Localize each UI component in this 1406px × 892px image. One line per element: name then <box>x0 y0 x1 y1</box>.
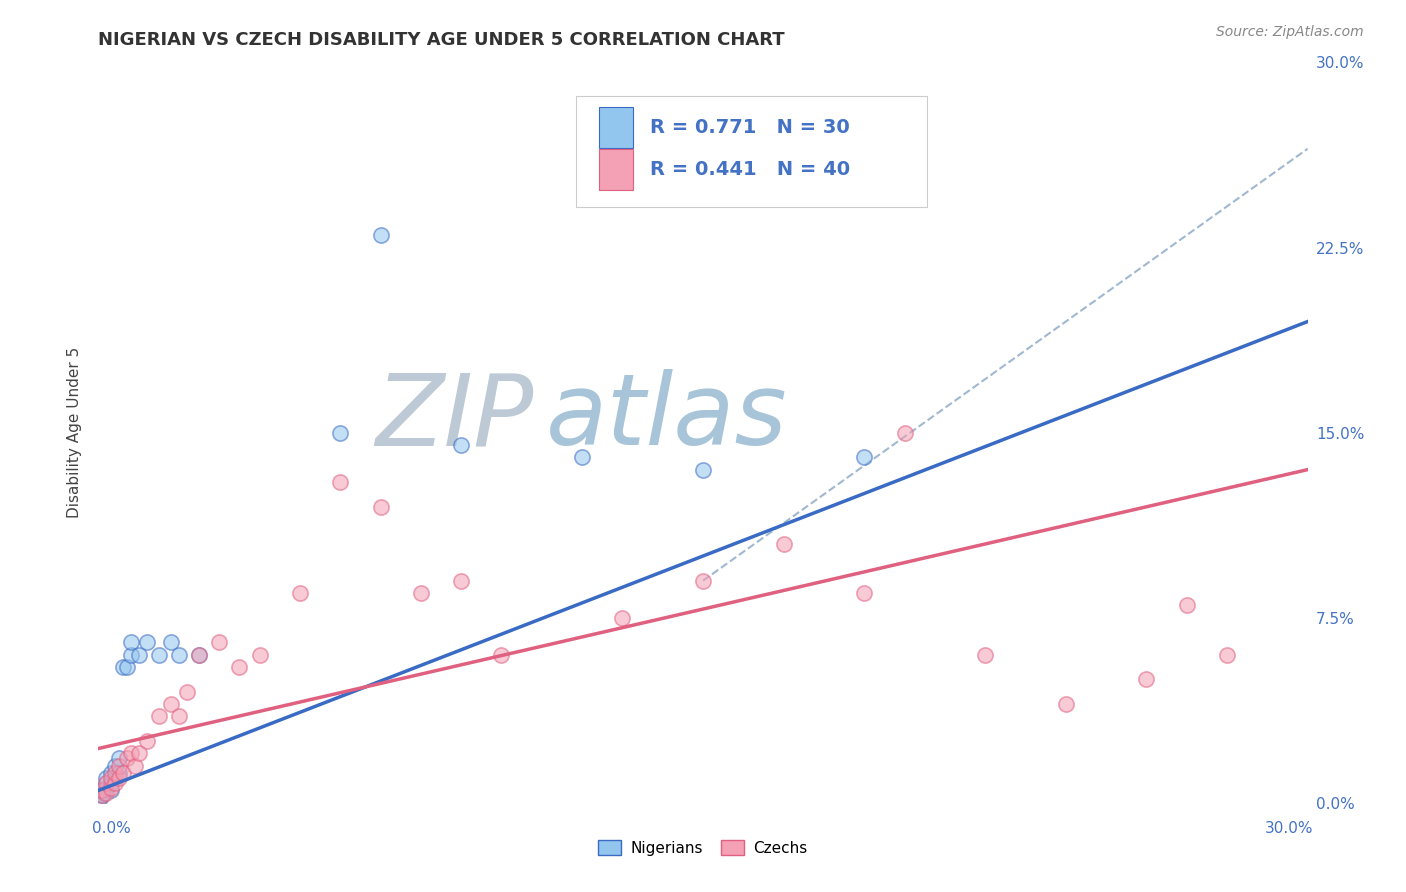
Point <box>612 610 634 624</box>
Point <box>160 697 183 711</box>
Point <box>571 450 593 465</box>
Point <box>100 766 122 780</box>
Point <box>188 648 211 662</box>
Point <box>135 734 157 748</box>
Point <box>288 586 311 600</box>
FancyBboxPatch shape <box>599 107 633 147</box>
Point <box>120 635 142 649</box>
Point <box>176 685 198 699</box>
Point <box>100 776 122 790</box>
Text: 30.0%: 30.0% <box>1265 822 1313 837</box>
Text: Source: ZipAtlas.com: Source: ZipAtlas.com <box>1216 25 1364 39</box>
Point <box>692 462 714 476</box>
Point <box>370 500 392 514</box>
Point <box>100 780 122 795</box>
Point <box>107 758 129 772</box>
Point <box>103 766 125 780</box>
Point <box>167 648 190 662</box>
Point <box>893 425 915 440</box>
Point <box>115 660 138 674</box>
Point <box>107 751 129 765</box>
Point <box>100 771 122 785</box>
Point <box>100 783 122 797</box>
Point <box>103 771 125 785</box>
Point <box>167 709 190 723</box>
Text: atlas: atlas <box>546 369 787 467</box>
Point <box>974 648 997 662</box>
Point <box>450 438 472 452</box>
Point <box>160 635 183 649</box>
Point <box>853 586 876 600</box>
Point <box>120 648 142 662</box>
Text: R = 0.771   N = 30: R = 0.771 N = 30 <box>650 118 849 137</box>
Text: ZIP: ZIP <box>375 369 534 467</box>
Point <box>135 635 157 649</box>
Point <box>96 786 118 800</box>
Point <box>120 747 142 761</box>
Point <box>91 783 114 797</box>
Point <box>1175 599 1198 613</box>
Point <box>96 776 118 790</box>
Point <box>188 648 211 662</box>
Point <box>96 776 118 790</box>
Point <box>228 660 250 674</box>
Text: 0.0%: 0.0% <box>93 822 131 837</box>
Point <box>148 648 170 662</box>
Point <box>96 771 118 785</box>
Point <box>692 574 714 588</box>
Point <box>491 648 513 662</box>
Point <box>103 758 125 772</box>
Point <box>128 747 150 761</box>
FancyBboxPatch shape <box>576 95 927 207</box>
Point <box>772 536 794 550</box>
Legend: Nigerians, Czechs: Nigerians, Czechs <box>592 834 814 862</box>
Point <box>111 660 134 674</box>
Point <box>1216 648 1239 662</box>
Point <box>329 425 352 440</box>
Point <box>96 780 118 795</box>
Point <box>128 648 150 662</box>
Point <box>89 790 111 805</box>
Point <box>103 776 125 790</box>
Point <box>329 475 352 489</box>
Point <box>91 789 114 803</box>
Point <box>1054 697 1077 711</box>
Point <box>111 766 134 780</box>
Point <box>93 786 115 800</box>
Point <box>1135 673 1157 687</box>
Point <box>249 648 271 662</box>
FancyBboxPatch shape <box>599 149 633 190</box>
Point <box>91 789 114 803</box>
Point <box>853 450 876 465</box>
Point <box>107 771 129 785</box>
Point <box>107 766 129 780</box>
Point <box>115 751 138 765</box>
Y-axis label: Disability Age Under 5: Disability Age Under 5 <box>66 347 82 518</box>
Point <box>409 586 432 600</box>
Text: R = 0.441   N = 40: R = 0.441 N = 40 <box>650 161 849 179</box>
Point <box>91 783 114 797</box>
Point <box>208 635 231 649</box>
Point <box>148 709 170 723</box>
Point <box>124 758 146 772</box>
Point <box>450 574 472 588</box>
Text: NIGERIAN VS CZECH DISABILITY AGE UNDER 5 CORRELATION CHART: NIGERIAN VS CZECH DISABILITY AGE UNDER 5… <box>98 31 785 49</box>
Point <box>370 228 392 243</box>
